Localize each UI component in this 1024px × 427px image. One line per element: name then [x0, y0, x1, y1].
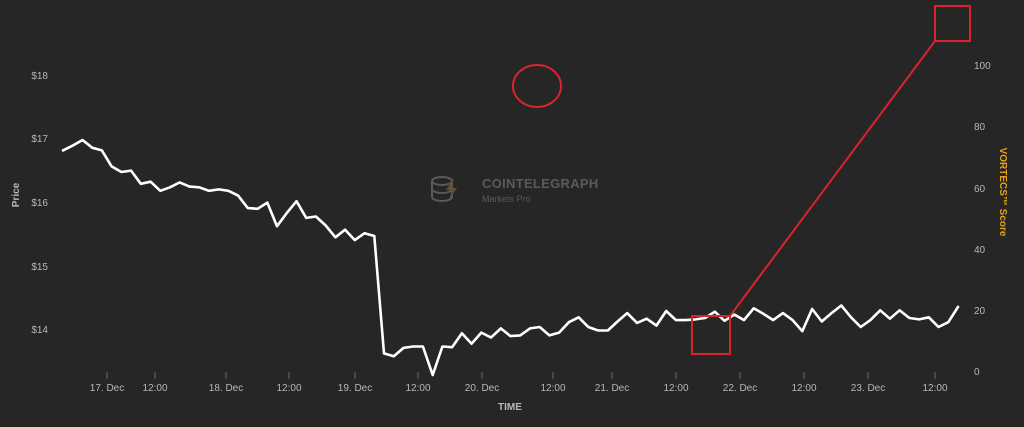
y-tick-label-left: $15: [31, 262, 48, 273]
watermark-logo: COINTELEGRAPH Markets Pro: [431, 176, 599, 204]
x-tick-label: 21. Dec: [595, 383, 629, 394]
highlight-circle: [512, 64, 562, 108]
y-axis-title: Price: [11, 182, 22, 207]
y-axis-right-title: VORTECS™ Score: [997, 148, 1008, 237]
x-tick-label: 22. Dec: [723, 383, 757, 394]
x-tick-label: 23. Dec: [851, 383, 885, 394]
y-tick-label-left: $18: [31, 71, 48, 82]
y-tick-label-right: 100: [974, 61, 991, 72]
y-tick-label-left: $16: [31, 198, 48, 209]
x-tick-label: 12:00: [276, 383, 301, 394]
annotations: [512, 5, 971, 355]
x-tick-label: 12:00: [922, 383, 947, 394]
highlight-box-start: [691, 315, 731, 355]
y-tick-label-right: 40: [974, 245, 986, 256]
x-tick-label: 12:00: [405, 383, 430, 394]
x-tick-label: 18. Dec: [209, 383, 243, 394]
x-tick-label: 19. Dec: [338, 383, 372, 394]
y-tick-label-right: 0: [974, 367, 980, 378]
y-tick-label-right: 60: [974, 184, 986, 195]
x-tick-label: 20. Dec: [465, 383, 499, 394]
x-axis-title: TIME: [498, 402, 522, 413]
y-tick-label-right: 80: [974, 122, 986, 133]
watermark-subtitle: Markets Pro: [482, 194, 531, 204]
x-tick-label: 12:00: [663, 383, 688, 394]
watermark-title: COINTELEGRAPH: [482, 176, 599, 191]
x-tick-label: 12:00: [540, 383, 565, 394]
price-line: [61, 138, 960, 377]
y-tick-label-left: $17: [31, 134, 48, 145]
annotation-connector-line: [729, 40, 936, 317]
series-layer: [61, 138, 960, 377]
y-tick-label-left: $14: [31, 325, 48, 336]
axes: 17. Dec 12:00 18. Dec 12:00 19. Dec 12:00 20. …: [31, 61, 991, 394]
x-tick-label: 12:00: [142, 383, 167, 394]
y-tick-label-right: 20: [974, 306, 986, 317]
x-tick-label: 17. Dec: [90, 383, 124, 394]
x-tick-label: 12:00: [791, 383, 816, 394]
highlight-box-end: [934, 5, 971, 42]
